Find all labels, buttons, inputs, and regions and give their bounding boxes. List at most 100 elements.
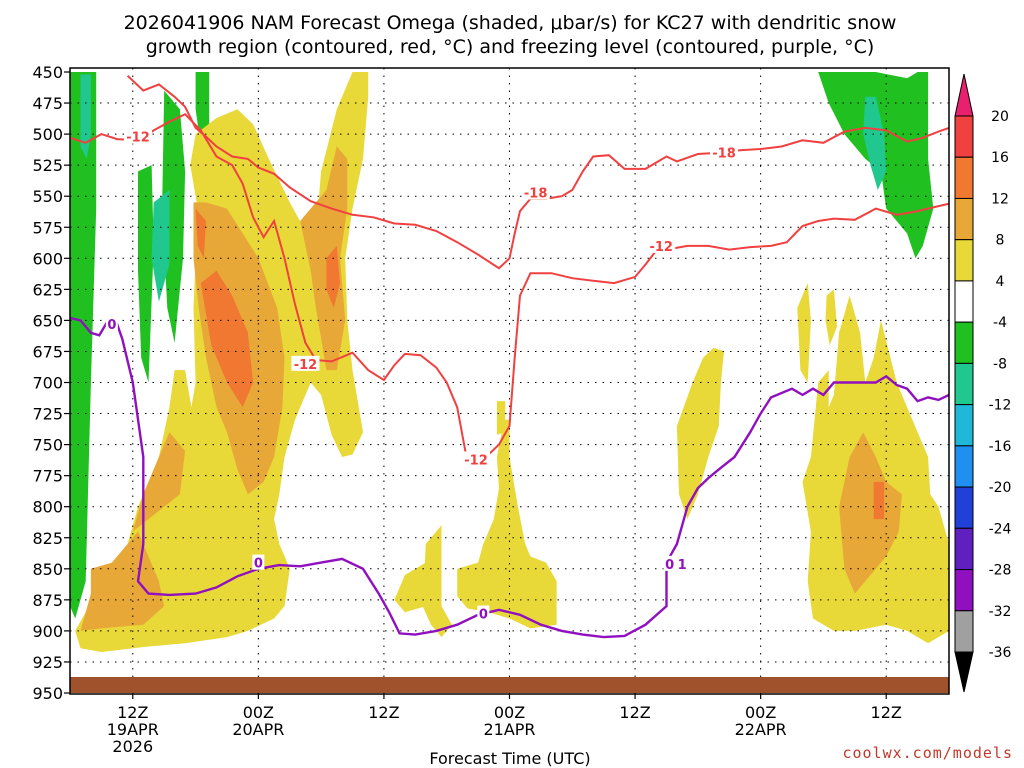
- omega-region-1: [80, 74, 91, 159]
- colorbar-swatch-2: [954, 197, 974, 241]
- colorbar-label-10: -24: [989, 521, 1012, 537]
- y-tick-label-800: 800: [32, 498, 63, 517]
- omega-region-16: [797, 283, 811, 383]
- y-axis: 450 475 500 525 550 575 600 625 650 675 700 725 750 7…: [32, 63, 70, 703]
- colorbar-label-2: 12: [991, 191, 1009, 207]
- omega-region-11: [496, 401, 506, 435]
- omega-region-17: [825, 289, 837, 346]
- colorbar-bottom-arrow: [954, 651, 974, 693]
- colorbar: 20 16 12 8 4 -4 -8 -12 -16 -20 -24 -28 -32 -36: [954, 73, 1012, 693]
- colorbar-label-8: -16: [989, 439, 1012, 455]
- contour-label-bg-10: [676, 555, 689, 571]
- chart-title-line-1: 2026041906 NAM Forecast Omega (shaded, μ…: [124, 12, 897, 34]
- colorbar-label-7: -12: [989, 398, 1012, 414]
- y-tick-label-675: 675: [32, 342, 63, 361]
- y-tick-label-825: 825: [32, 529, 63, 548]
- omega-region-7: [169, 469, 196, 526]
- colorbar-swatch-5: [954, 321, 974, 364]
- x-axis-label: Forecast Time (UTC): [429, 749, 590, 768]
- omega-region-22: [839, 432, 902, 594]
- contour-label-bg-6: [105, 316, 118, 332]
- contour-label-bg-5: [710, 144, 739, 160]
- contour-label-9: 0: [665, 558, 674, 573]
- omega-region-9: [394, 562, 426, 613]
- colorbar-label-5: -4: [993, 315, 1007, 331]
- contour-label-bg-0: [124, 128, 153, 144]
- contour-label-3: -18: [524, 186, 548, 201]
- credit-text: coolwx.com/models: [842, 744, 1013, 762]
- contour-label-0: -12: [126, 131, 150, 146]
- omega-region-25: [326, 245, 340, 308]
- dgz-contour-1: [126, 74, 949, 270]
- contour-label-bg-8: [477, 605, 490, 621]
- omega-region-14: [863, 96, 887, 190]
- colorbar-label-0: 20: [991, 109, 1009, 125]
- y-tick-label-875: 875: [32, 591, 63, 610]
- contour-label-2: -12: [464, 454, 488, 469]
- contour-label-7: 0: [254, 557, 263, 572]
- y-tick-label-525: 525: [32, 156, 63, 175]
- omega-region-12: [676, 347, 724, 520]
- x-tick-label-0-2: 2026: [112, 737, 153, 756]
- y-tick-label-750: 750: [32, 436, 63, 455]
- x-tick-label-3-1: 21APR: [483, 720, 535, 739]
- colorbar-swatch-0: [954, 115, 974, 158]
- colorbar-label-9: -20: [989, 480, 1012, 496]
- contour-label-8: 0: [479, 608, 488, 623]
- colorbar-swatch-3: [954, 239, 974, 282]
- freezing-level-contours: [70, 316, 949, 639]
- contour-label-1: -12: [294, 358, 318, 373]
- y-tick-label-550: 550: [32, 187, 63, 206]
- colorbar-swatch-8: [954, 445, 974, 488]
- y-tick-label-775: 775: [32, 467, 63, 486]
- omega-region-8: [422, 525, 452, 638]
- y-tick-label-475: 475: [32, 94, 63, 113]
- freezing-contour-0: [70, 316, 949, 639]
- ground-surface: [70, 677, 949, 693]
- colorbar-swatch-10: [954, 527, 974, 571]
- y-tick-label-650: 650: [32, 311, 63, 330]
- colorbar-swatch-1: [954, 156, 974, 199]
- x-tick-label-4-0: 12Z: [619, 703, 650, 722]
- colorbar-label-3: 8: [996, 233, 1005, 249]
- colorbar-label-13: -36: [989, 645, 1012, 661]
- chart-title-line-2: growth region (contoured, red, °C) and f…: [146, 36, 875, 58]
- y-tick-label-850: 850: [32, 560, 63, 579]
- y-tick-label-700: 700: [32, 374, 63, 393]
- omega-region-24: [200, 270, 254, 408]
- omega-region-4: [151, 190, 170, 302]
- x-tick-label-3-0: 00Z: [494, 703, 525, 722]
- x-tick-label-6-0: 12Z: [871, 703, 902, 722]
- colorbar-swatch-6: [954, 362, 974, 406]
- colorbar-top-arrow: [954, 73, 974, 117]
- contour-label-bg-1: [291, 355, 320, 371]
- x-tick-label-0-1: 19APR: [107, 720, 159, 739]
- y-tick-label-625: 625: [32, 280, 63, 299]
- colorbar-swatch-9: [954, 486, 974, 529]
- omega-region-27: [873, 481, 885, 520]
- x-tick-label-5-1: 22APR: [735, 720, 787, 739]
- contour-label-bg-9: [663, 555, 676, 571]
- omega-region-2: [138, 165, 154, 383]
- x-tick-label-1-1: 20APR: [232, 720, 284, 739]
- omega-shading: [70, 72, 949, 652]
- x-tick-label-2-0: 12Z: [368, 703, 399, 722]
- colorbar-swatch-12: [954, 610, 974, 653]
- x-tick-label-0-0: 12Z: [117, 703, 148, 722]
- y-tick-label-450: 450: [32, 63, 63, 82]
- contour-label-bg-3: [521, 184, 550, 200]
- colorbar-label-4: 4: [996, 274, 1005, 290]
- colorbar-swatch-4: [954, 280, 974, 323]
- contour-label-5: -18: [712, 147, 736, 162]
- y-tick-label-575: 575: [32, 218, 63, 237]
- colorbar-swatch-7: [954, 404, 974, 447]
- omega-region-21: [300, 146, 348, 371]
- contour-label-bg-7: [252, 554, 265, 570]
- colorbar-label-1: 16: [991, 150, 1009, 166]
- omega-region-0: [70, 72, 97, 619]
- colorbar-label-6: -8: [993, 356, 1007, 372]
- contour-label-bg-4: [647, 237, 676, 253]
- omega-region-26: [195, 208, 206, 259]
